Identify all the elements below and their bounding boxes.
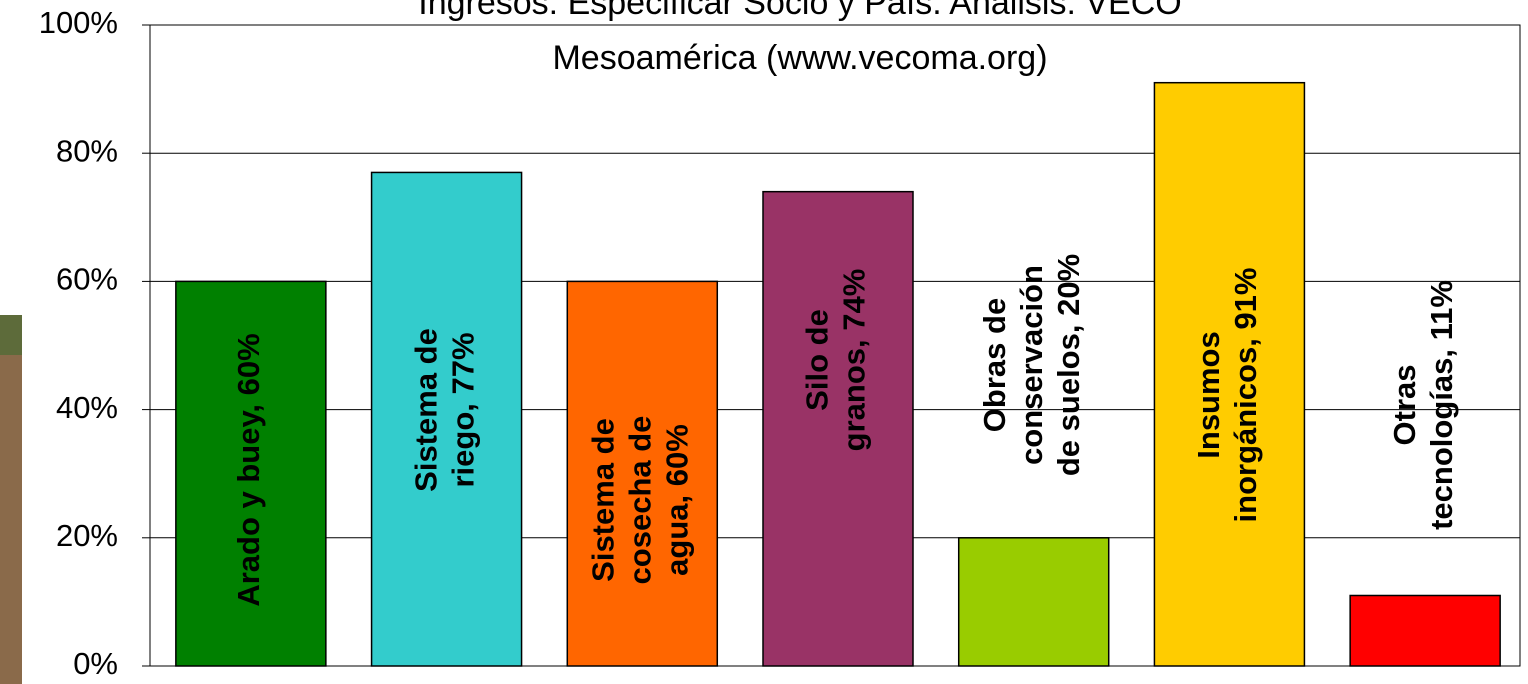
data-label-line: Silo de [800,309,835,411]
data-label-line: Otras [1387,365,1422,446]
data-label-line: granos, 74% [837,269,872,452]
background-photo [0,315,22,355]
bar [762,190,914,667]
data-label-line: inorgánicos, 91% [1228,268,1263,523]
y-tick-label: 0% [73,646,118,681]
bar [566,280,719,667]
chart-title: Mesoamérica (www.vecoma.org) [552,39,1047,77]
data-label-line: Insumos [1191,331,1226,458]
data-label: Sistema de riego, 77% [408,328,480,492]
data-label-line: de suelos, 20% [1051,254,1086,476]
y-tick-label: 80% [56,133,118,168]
y-tick-label: 40% [56,390,118,425]
data-label: Sistema de cosecha de agua, 60% [585,416,694,585]
data-label: Insumos inorgánicos, 91% [1191,268,1263,523]
bar [1349,594,1501,667]
data-label-line: Sistema de [585,418,620,582]
chart-title: Ingresos: Especificar Socio y País. Anál… [418,0,1181,22]
bar [957,537,1110,667]
data-label-line: Obras de [977,298,1012,432]
bar [175,280,327,667]
y-tick-label: 60% [56,262,118,297]
data-label: Otras tecnologías, 11% [1387,280,1459,530]
data-label-line: conservación [1014,265,1049,465]
data-label-line: cosecha de [622,416,657,585]
background-photo [0,315,22,684]
data-label-line: agua, 60% [659,424,694,576]
data-label: Silo de granos, 74% [800,269,872,452]
bar [370,171,523,667]
bar [1153,81,1306,667]
data-label-line: Sistema de [408,328,443,492]
data-label-line: tecnologías, 11% [1424,280,1459,530]
data-label-line: riego, 77% [445,332,480,487]
data-label: Obras de conservación de suelos, 20% [977,254,1086,476]
y-tick-label: 20% [56,518,118,553]
data-label: Arado y buey, 60% [231,333,266,606]
data-label-line: Arado y buey, 60% [231,333,266,606]
y-tick-label: 100% [39,5,118,40]
